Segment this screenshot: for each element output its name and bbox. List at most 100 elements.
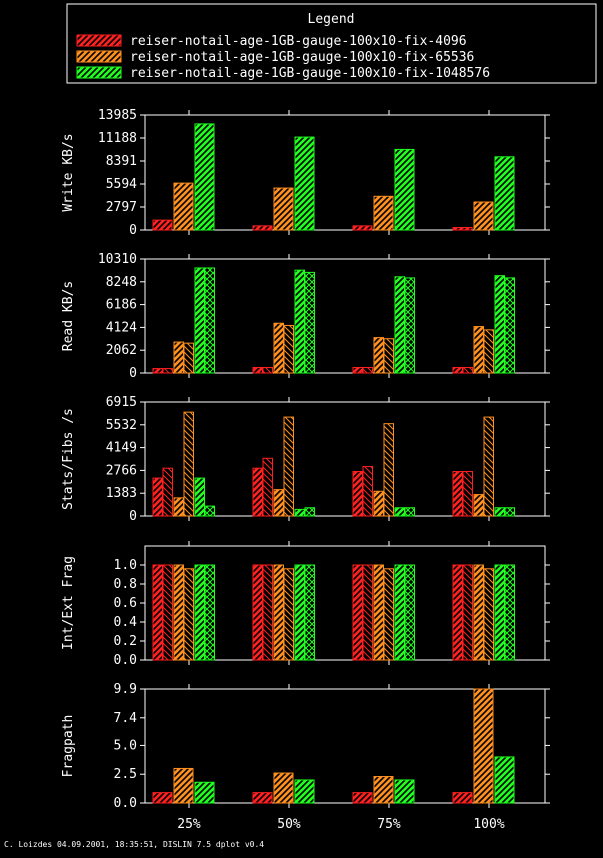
y-axis-label: Int/Ext Frag [61, 556, 76, 650]
bar [262, 366, 273, 374]
bar [152, 219, 173, 231]
bar [304, 564, 315, 661]
bar [352, 792, 373, 804]
bar [504, 564, 515, 661]
y-tick-label: 0.0 [114, 796, 137, 811]
y-axis-label: Write KB/s [61, 133, 76, 211]
bar [494, 275, 505, 374]
bar [194, 781, 215, 804]
y-tick-label: 9.9 [114, 682, 137, 697]
bar [294, 779, 315, 804]
bar [252, 792, 273, 804]
footer-credit: C. Loizdes 04.09.2001, 18:35:51, DISLIN … [4, 840, 264, 849]
bar [173, 497, 184, 517]
bar [283, 568, 294, 661]
bar [173, 341, 184, 374]
bar [273, 187, 294, 231]
bar [452, 470, 463, 517]
chart-panel: 0 2062 4124 6186 8248 10310 Read KB/s [61, 252, 550, 381]
plot-frame [144, 258, 546, 374]
bar [404, 277, 415, 374]
bar [473, 201, 494, 231]
bar [394, 276, 405, 374]
bar [394, 148, 415, 231]
bar [483, 329, 494, 374]
bar [304, 271, 315, 374]
bar [483, 568, 494, 661]
bar [162, 368, 173, 374]
y-tick-label: 5532 [106, 418, 137, 433]
legend: Legend reiser-notail-age-1GB-gauge-100x1… [66, 3, 597, 84]
bar [273, 564, 284, 661]
bar [194, 564, 205, 661]
bar [373, 776, 394, 804]
bar [352, 366, 363, 374]
bar [294, 136, 315, 231]
bar [362, 466, 373, 517]
y-axis-label: Stats/Fibs /s [61, 408, 76, 510]
bar [173, 182, 194, 231]
bar [294, 564, 305, 661]
legend-entry: reiser-notail-age-1GB-gauge-100x10-fix-4… [76, 34, 467, 49]
bar [373, 195, 394, 231]
y-tick-label: 5.0 [114, 738, 137, 753]
bar [273, 489, 284, 517]
bar [162, 467, 173, 517]
y-axis-label: Read KB/s [61, 281, 76, 351]
y-tick-label: 7.4 [114, 711, 138, 726]
chart-panel: 0.0 0.2 0.4 0.6 0.8 1.0 Int/Ext Frag [61, 541, 550, 668]
bar [304, 507, 315, 517]
bar [262, 457, 273, 517]
y-tick-label: 2062 [106, 343, 137, 358]
legend-swatch [76, 50, 122, 63]
bar [204, 505, 215, 517]
bar [352, 225, 373, 231]
legend-label: reiser-notail-age-1GB-gauge-100x10-fix-6… [130, 50, 474, 65]
legend-entry: reiser-notail-age-1GB-gauge-100x10-fix-6… [76, 50, 474, 65]
y-tick-label: 4124 [106, 320, 137, 335]
chart-panel: 0 2797 5594 8391 11188 13985 Write KB/s [61, 108, 550, 238]
y-tick-label: 8248 [106, 275, 137, 290]
legend-title: Legend [308, 12, 355, 27]
bar [252, 467, 263, 517]
bar [383, 568, 394, 661]
legend-swatch [76, 34, 122, 47]
chart-panels: 0 2797 5594 8391 11188 13985 Write KB/s 0 2062 41… [61, 108, 550, 832]
bar [394, 507, 405, 517]
bar [483, 416, 494, 517]
x-tick-label: 75% [377, 817, 401, 832]
bar [294, 508, 305, 517]
bar [273, 322, 284, 374]
bar [273, 772, 294, 804]
bar [462, 470, 473, 517]
y-tick-label: 2766 [106, 463, 137, 478]
y-tick-label: 0.8 [114, 577, 137, 592]
bar [152, 477, 163, 517]
y-tick-label: 5594 [106, 177, 137, 192]
bar [152, 792, 173, 804]
y-tick-label: 2797 [106, 200, 137, 215]
y-tick-label: 13985 [98, 108, 137, 123]
bar [494, 507, 505, 517]
bar [404, 564, 415, 661]
y-tick-label: 0.2 [114, 634, 137, 649]
bar [194, 477, 205, 517]
y-tick-label: 0 [129, 509, 137, 524]
bar [373, 490, 384, 517]
bar [173, 767, 194, 804]
plot-frame [144, 688, 546, 804]
bar [473, 326, 484, 374]
bar [183, 411, 194, 517]
bar [183, 342, 194, 374]
bar [252, 225, 273, 231]
bar [362, 366, 373, 374]
bar [473, 688, 494, 804]
bar [352, 564, 363, 661]
bar [194, 267, 205, 374]
bar [452, 366, 463, 374]
bar [494, 564, 505, 661]
bar [262, 564, 273, 661]
y-tick-label: 4149 [106, 441, 137, 456]
bar [204, 564, 215, 661]
bar [494, 156, 515, 231]
